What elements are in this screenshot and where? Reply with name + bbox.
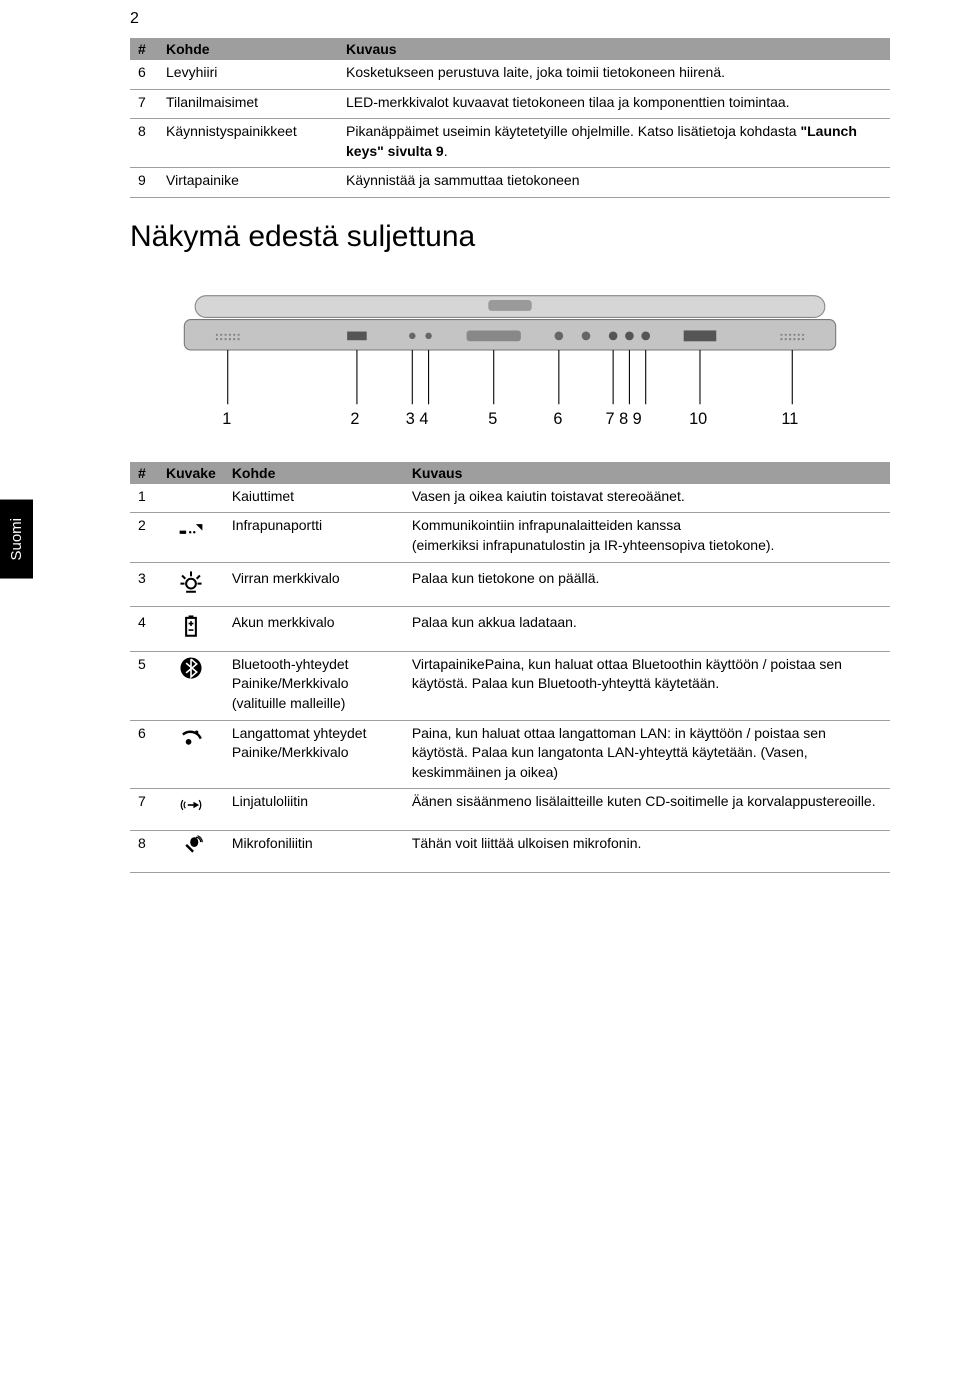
cell-kohde: Kaiuttimet	[224, 484, 404, 513]
wireless-icon	[158, 720, 224, 789]
cell-num: 8	[130, 119, 158, 168]
table-row: 6 Langattomat yhteydet Painike/Merkkival…	[130, 720, 890, 789]
infrared-icon	[158, 513, 224, 562]
table-row: 9 Virtapainike Käynnistää ja sammuttaa t…	[130, 168, 890, 198]
th-num: #	[130, 38, 158, 60]
th-kohde: Kohde	[224, 462, 404, 484]
cell-kuvaus: Vasen ja oikea kaiutin toistavat stereoä…	[404, 484, 890, 513]
page-number: 2	[130, 10, 139, 28]
kuvaus-pre: Pikanäppäimet useimin käytetetyille ohje…	[346, 123, 800, 139]
cell-kuvaus: Kommunikointiin infrapunalaitteiden kans…	[404, 513, 890, 562]
cell-kuvaus: Palaa kun tietokone on päällä.	[404, 562, 890, 600]
cell-kohde: Infrapunaportti	[224, 513, 404, 562]
cell-kohde: Mikrofoniliitin	[224, 830, 404, 872]
cell-num: 9	[130, 168, 158, 198]
cell-num: 7	[130, 789, 158, 831]
cell-kuvaus: Pikanäppäimet useimin käytetetyille ohje…	[338, 119, 890, 168]
cell-num: 6	[130, 720, 158, 789]
cell-kohde: Virran merkkivalo	[224, 562, 404, 600]
line-in-icon	[158, 789, 224, 831]
svg-text:3 4: 3 4	[406, 410, 429, 428]
cell-kuvaus: Äänen sisäänmeno lisälaitteille kuten CD…	[404, 789, 890, 831]
kuvaus-post: .	[444, 143, 448, 159]
cell-num: 1	[130, 484, 158, 513]
th-num: #	[130, 462, 158, 484]
table-row: 3 Virran merkkivalo Palaa kun tietokone …	[130, 562, 890, 600]
cell-num: 4	[130, 607, 158, 645]
cell-num: 8	[130, 830, 158, 872]
cell-kuvaus: LED-merkkivalot kuvaavat tietokoneen til…	[338, 89, 890, 119]
th-kuvaus: Kuvaus	[338, 38, 890, 60]
table-kohde-kuvaus: # Kohde Kuvaus 6 Levyhiiri Kosketukseen …	[130, 38, 890, 198]
cell-kohde: Akun merkkivalo	[224, 607, 404, 645]
svg-text:2: 2	[350, 410, 359, 428]
table-kuvake-kohde-kuvaus: # Kuvake Kohde Kuvaus 1 Kaiuttimet Vasen…	[130, 462, 890, 873]
cell-num: 3	[130, 562, 158, 600]
cell-kohde: Langattomat yhteydet Painike/Merkkivalo	[224, 720, 404, 789]
cell-icon-empty	[158, 484, 224, 513]
bluetooth-icon	[158, 651, 224, 720]
cell-num: 5	[130, 651, 158, 720]
cell-kohde: Käynnistyspainikkeet	[158, 119, 338, 168]
table-row: 7 Tilanilmaisimet LED-merkkivalot kuvaav…	[130, 89, 890, 119]
cell-kohde: Bluetooth-yhteydet Painike/Merkkivalo (v…	[224, 651, 404, 720]
svg-text:11: 11	[781, 410, 798, 428]
cell-kuvaus: Kosketukseen perustuva laite, joka toimi…	[338, 60, 890, 89]
cell-kuvaus: VirtapainikePaina, kun haluat ottaa Blue…	[404, 651, 890, 720]
th-kuvaus: Kuvaus	[404, 462, 890, 484]
cell-kohde: Tilanilmaisimet	[158, 89, 338, 119]
table-header-row: # Kohde Kuvaus	[130, 38, 890, 60]
language-side-tab: Suomi	[0, 500, 33, 579]
th-kuvake: Kuvake	[158, 462, 224, 484]
table-row: 4 Akun merkkivalo Palaa kun akkua ladata…	[130, 607, 890, 645]
svg-text:6: 6	[553, 410, 562, 428]
cell-num: 2	[130, 513, 158, 562]
svg-text:1: 1	[222, 410, 231, 428]
th-kohde: Kohde	[158, 38, 338, 60]
table-row: 2 Infrapunaportti Kommunikointiin infrap…	[130, 513, 890, 562]
table-row: 6 Levyhiiri Kosketukseen perustuva laite…	[130, 60, 890, 89]
page-content: # Kohde Kuvaus 6 Levyhiiri Kosketukseen …	[130, 38, 890, 873]
table-row: 7 Linjatuloliitin Äänen sisäänmeno lisäl…	[130, 789, 890, 831]
cell-kohde: Levyhiiri	[158, 60, 338, 89]
table-row: 5 Bluetooth-yhteydet Painike/Merkkivalo …	[130, 651, 890, 720]
cell-num: 6	[130, 60, 158, 89]
section-heading: Näkymä edestä suljettuna	[130, 220, 890, 254]
cell-kuvaus: Käynnistää ja sammuttaa tietokoneen	[338, 168, 890, 198]
cell-kuvaus: Palaa kun akkua ladataan.	[404, 607, 890, 645]
battery-icon	[158, 607, 224, 645]
svg-text:5: 5	[488, 410, 497, 428]
table-row: 1 Kaiuttimet Vasen ja oikea kaiutin tois…	[130, 484, 890, 513]
laptop-front-figure: 1 2 3 4 5 6 7 8 9 10 11	[130, 274, 890, 437]
table-row: 8 Mikrofoniliitin Tähän voit liittää ulk…	[130, 830, 890, 872]
microphone-icon	[158, 830, 224, 872]
svg-text:7 8 9: 7 8 9	[606, 410, 642, 428]
cell-kohde: Virtapainike	[158, 168, 338, 198]
svg-text:10: 10	[689, 410, 707, 428]
power-led-icon	[158, 562, 224, 600]
cell-kohde: Linjatuloliitin	[224, 789, 404, 831]
cell-kuvaus: Paina, kun haluat ottaa langattoman LAN:…	[404, 720, 890, 789]
cell-kuvaus: Tähän voit liittää ulkoisen mikrofonin.	[404, 830, 890, 872]
table-row: 8 Käynnistyspainikkeet Pikanäppäimet use…	[130, 119, 890, 168]
cell-num: 7	[130, 89, 158, 119]
table-header-row: # Kuvake Kohde Kuvaus	[130, 462, 890, 484]
